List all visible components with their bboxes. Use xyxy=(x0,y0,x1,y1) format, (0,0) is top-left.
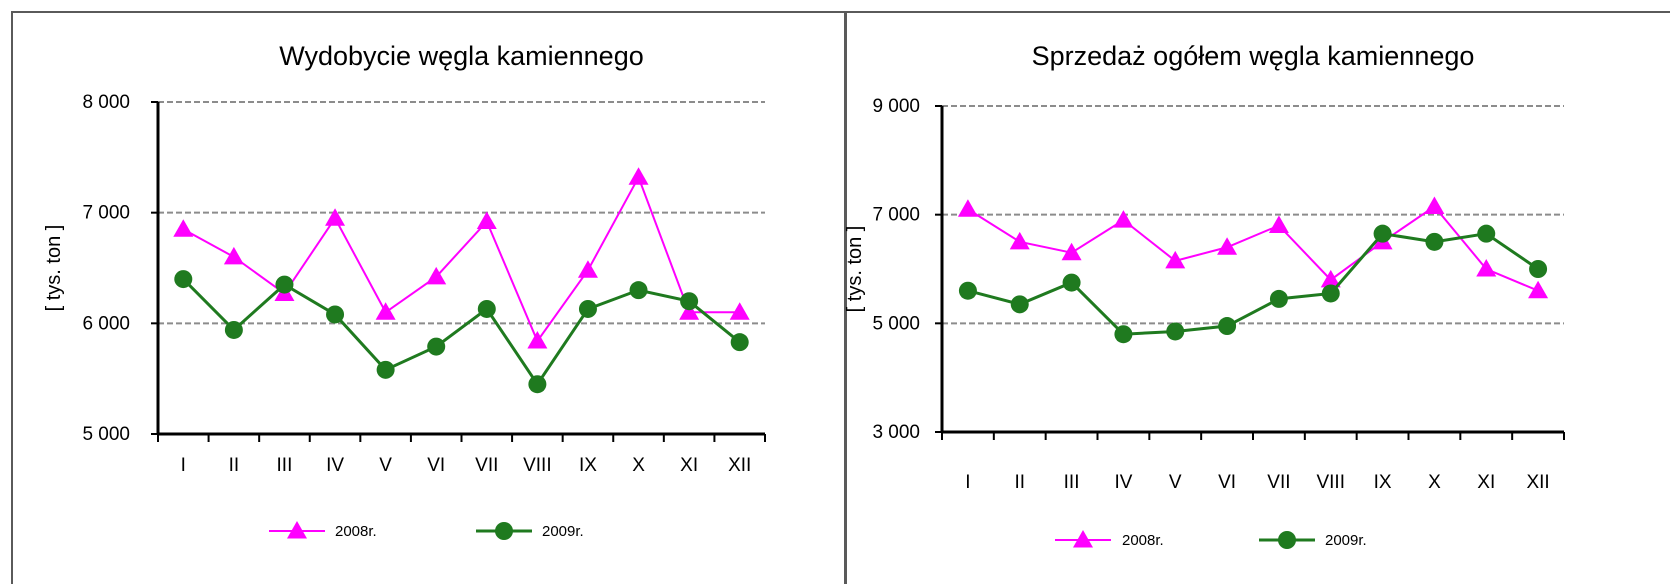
y-tick-label: 5 000 xyxy=(82,424,130,445)
x-tick-label: I xyxy=(181,455,186,476)
x-tick-label: VIII xyxy=(1316,472,1345,493)
chart-panel-sales: Sprzedaż ogółem węgla kamiennego 3 000 5 0… xyxy=(844,11,1670,584)
x-tick-label: VI xyxy=(427,455,445,476)
data-point-2008 xyxy=(1320,269,1341,288)
data-point-2008 xyxy=(1113,210,1134,228)
y-tick-label: 6 000 xyxy=(82,313,130,334)
y-axis-label: [ tys. ton ] xyxy=(43,225,65,312)
data-point-2009 xyxy=(680,292,699,311)
y-tick-label: 8 000 xyxy=(82,92,130,113)
y-tick-label: 9 000 xyxy=(872,96,920,117)
data-point-2009 xyxy=(1269,289,1288,308)
data-point-2009 xyxy=(427,337,446,356)
legend-label: 2009r. xyxy=(1325,532,1367,549)
data-point-2009 xyxy=(1218,317,1237,336)
legend-marker xyxy=(1073,530,1093,548)
x-tick-label: XII xyxy=(728,455,751,476)
data-point-2009 xyxy=(275,275,294,294)
legend-label: 2009r. xyxy=(542,523,584,540)
x-tick-label: VI xyxy=(1218,472,1236,493)
data-point-2009 xyxy=(1477,224,1496,243)
legend-marker xyxy=(495,522,513,540)
chart-title: Wydobycie węgla kamiennego xyxy=(279,41,643,71)
x-tick-label: XI xyxy=(680,455,698,476)
y-tick-label: 7 000 xyxy=(872,205,920,226)
series-line-2009 xyxy=(182,278,741,387)
series-line-2008 xyxy=(967,205,1539,292)
data-point-2009 xyxy=(1166,322,1185,341)
data-point-2009 xyxy=(528,375,547,394)
x-tick-label: II xyxy=(1014,472,1025,493)
data-point-2009 xyxy=(224,320,243,339)
data-point-2008 xyxy=(628,167,649,185)
data-point-2009 xyxy=(578,299,597,318)
x-tick-label: III xyxy=(1064,472,1080,493)
data-point-2008 xyxy=(729,302,750,320)
data-point-2008 xyxy=(1217,237,1238,255)
data-point-2009 xyxy=(730,333,749,352)
x-tick-label: VII xyxy=(1267,472,1290,493)
data-point-2009 xyxy=(1010,295,1029,314)
data-point-2008 xyxy=(1165,250,1186,269)
x-tick-label: IV xyxy=(1114,472,1132,493)
data-point-2008 xyxy=(1268,215,1289,234)
data-point-2008 xyxy=(957,199,978,217)
data-point-2008 xyxy=(1424,196,1445,215)
chart-title: Sprzedaż ogółem węgla kamiennego xyxy=(1032,41,1475,71)
x-tick-label: V xyxy=(379,455,392,476)
x-tick-label: I xyxy=(965,472,970,493)
data-point-2009 xyxy=(1114,325,1133,344)
chart-sales: Sprzedaż ogółem węgla kamiennego 3 000 5 0… xyxy=(844,41,1565,549)
data-point-2009 xyxy=(629,281,648,300)
data-point-2008 xyxy=(1528,280,1549,299)
y-axis-label: [ tys. ton ] xyxy=(844,226,866,313)
y-tick-label: 3 000 xyxy=(872,422,920,443)
data-point-2009 xyxy=(958,281,977,300)
data-point-2009 xyxy=(1425,232,1444,251)
data-point-2008 xyxy=(325,208,346,226)
data-point-2008 xyxy=(1061,242,1082,261)
data-point-2008 xyxy=(1009,231,1030,250)
data-point-2008 xyxy=(577,260,598,278)
series-line-2008 xyxy=(182,174,740,344)
data-point-2008 xyxy=(679,302,700,320)
x-tick-label: V xyxy=(1169,472,1182,493)
x-tick-label: IX xyxy=(1374,472,1392,493)
x-tick-label: IX xyxy=(579,455,597,476)
x-tick-label: X xyxy=(1428,472,1441,493)
data-point-2008 xyxy=(173,219,194,237)
x-tick-label: IV xyxy=(326,455,344,476)
y-tick-label: 5 000 xyxy=(872,313,920,334)
data-point-2009 xyxy=(376,360,395,379)
data-point-2008 xyxy=(223,246,244,265)
chart-extraction: Wydobycie węgla kamiennego 5 000 6 000 7 00… xyxy=(43,41,766,540)
data-point-2008 xyxy=(476,211,497,230)
x-tick-label: X xyxy=(632,455,645,476)
data-point-2009 xyxy=(1321,284,1340,303)
legend-marker xyxy=(287,521,307,539)
data-point-2009 xyxy=(1373,224,1392,243)
data-point-2009 xyxy=(477,299,496,318)
data-point-2009 xyxy=(1062,273,1081,292)
data-point-2008 xyxy=(426,266,447,285)
legend-label: 2008r. xyxy=(1122,532,1164,549)
legend-label: 2008r. xyxy=(335,523,377,540)
x-tick-label: VII xyxy=(475,455,498,476)
data-point-2008 xyxy=(375,302,396,320)
y-tick-label: 7 000 xyxy=(82,203,130,224)
legend-marker xyxy=(1278,531,1296,549)
x-tick-label: II xyxy=(229,455,240,476)
data-point-2009 xyxy=(326,305,345,324)
x-tick-label: VIII xyxy=(523,455,552,476)
x-tick-label: XI xyxy=(1477,472,1495,493)
data-point-2008 xyxy=(527,331,548,349)
chart-panel-extraction: Wydobycie węgla kamiennego 5 000 6 000 7 00… xyxy=(11,11,846,584)
data-point-2009 xyxy=(174,270,193,289)
x-tick-label: III xyxy=(277,455,293,476)
x-tick-label: XII xyxy=(1526,472,1549,493)
data-point-2009 xyxy=(1529,260,1548,278)
data-point-2008 xyxy=(1476,259,1497,277)
